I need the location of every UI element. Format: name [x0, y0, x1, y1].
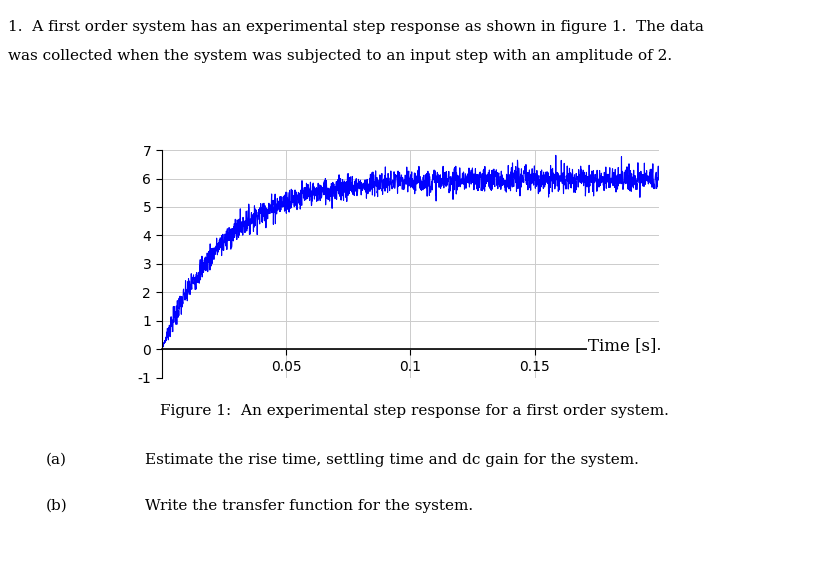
Text: Figure 1:  An experimental step response for a first order system.: Figure 1: An experimental step response …	[160, 404, 668, 418]
Text: 1.  A first order system has an experimental step response as shown in figure 1.: 1. A first order system has an experimen…	[8, 20, 703, 34]
Text: (a): (a)	[46, 453, 66, 467]
Text: Time [s]: Time [s]	[588, 338, 656, 354]
Text: Write the transfer function for the system.: Write the transfer function for the syst…	[145, 499, 473, 513]
Text: Estimate the rise time, settling time and dc gain for the system.: Estimate the rise time, settling time an…	[145, 453, 638, 467]
Text: (b): (b)	[46, 499, 67, 513]
Text: was collected when the system was subjected to an input step with an amplitude o: was collected when the system was subjec…	[8, 49, 672, 63]
